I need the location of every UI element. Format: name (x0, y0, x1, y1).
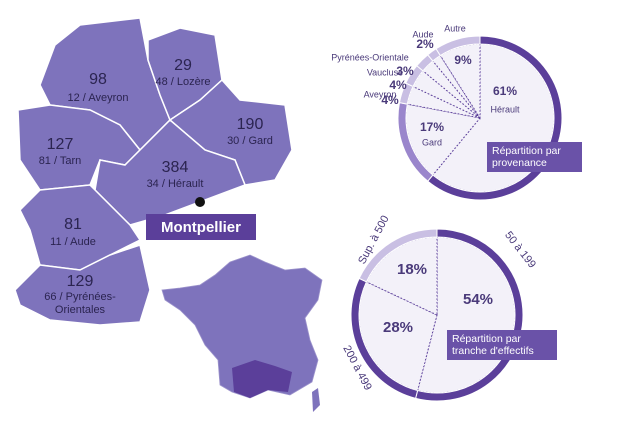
slice-percent: 3% (396, 64, 414, 78)
pie-title-box: Répartition par provenance (487, 142, 582, 172)
slice-percent: 2% (416, 37, 434, 51)
region-label: 30 / Gard (227, 135, 273, 147)
pie-ring-segment (435, 35, 481, 57)
slice-category: Hérault (490, 104, 520, 114)
region-count: 98 (89, 71, 107, 88)
france-map (161, 254, 323, 412)
slice-percent: 17% (420, 120, 444, 134)
slice-percent: 28% (383, 319, 413, 336)
slice-percent: 54% (463, 291, 493, 308)
slice-percent: 18% (397, 261, 427, 278)
region-pyrenees-orientales (14, 244, 151, 326)
region-label: 81 / Tarn (39, 155, 82, 167)
slice-category: Vaucluse (367, 67, 403, 77)
pie-title-box: Répartition par tranche d'effectifs (447, 330, 557, 360)
region-count: 129 (67, 273, 94, 290)
pie-title: Répartition par tranche d'effectifs (447, 330, 557, 360)
region-count: 384 (162, 159, 189, 176)
slice-category: Autre (444, 23, 466, 33)
pie-charts: 61%Hérault17%Gard4%Aveyron4%Vaucluse3%Py… (331, 23, 582, 402)
city-box (146, 214, 256, 240)
region-label: 12 / Aveyron (68, 92, 129, 104)
region-label: 48 / Lozère (155, 76, 210, 88)
slice-category: 50 à 199 (502, 229, 538, 270)
city-dot (195, 197, 205, 207)
region-count: 190 (237, 116, 264, 133)
slice-category: Pyrénées-Orientale (331, 52, 409, 62)
region-aude (19, 184, 142, 271)
occitanie-highlight (232, 360, 292, 398)
city-label: Montpellier (161, 219, 241, 236)
slice-category: Aveyron (364, 89, 397, 99)
region-label: 11 / Aude (50, 236, 96, 248)
corsica (312, 388, 320, 412)
region-label: 34 / Hérault (147, 178, 204, 190)
region-count: 127 (47, 136, 74, 153)
pie-ring-segment (358, 228, 438, 283)
slice-category: Gard (422, 137, 442, 147)
department-map: 98 12 / Aveyron 29 48 / Lozère 190 30 / … (14, 17, 293, 326)
region-label-box: 66 / Pyrénées-Orientales (44, 291, 116, 316)
slice-category: Aude (412, 29, 433, 39)
region-label: 66 / Pyrénées-Orientales (44, 291, 116, 316)
region-count: 81 (64, 216, 82, 233)
slice-percent: 9% (454, 53, 472, 67)
pie-title: Répartition par provenance (487, 142, 582, 172)
region-count: 29 (174, 57, 192, 74)
slice-percent: 4% (381, 93, 399, 107)
slice-percent: 4% (389, 78, 407, 92)
slice-percent: 61% (493, 84, 517, 98)
